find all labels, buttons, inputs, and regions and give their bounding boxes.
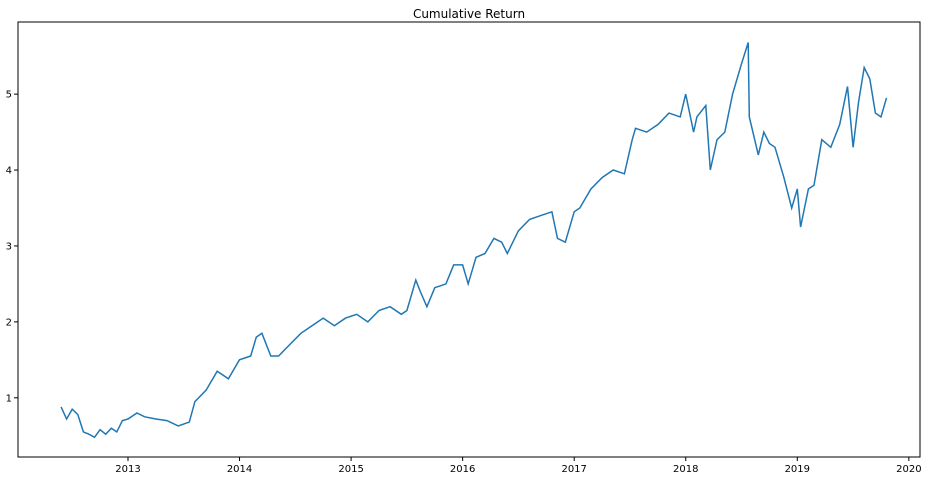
x-tick-label: 2014: [227, 464, 252, 475]
y-tick-label: 5: [6, 90, 12, 101]
data-line: [60, 42, 888, 439]
x-tick-label: 2020: [896, 464, 921, 475]
x-tick-label: 2013: [115, 464, 140, 475]
y-tick-label: 3: [6, 241, 12, 252]
x-tick-label: 2019: [785, 464, 810, 475]
y-tick-label: 1: [6, 393, 12, 404]
y-tick-label: 2: [6, 317, 12, 328]
x-tick-label: 2017: [561, 464, 586, 475]
x-tick-label: 2016: [450, 464, 475, 475]
x-tick-label: 2018: [673, 464, 698, 475]
x-tick-label: 2015: [338, 464, 363, 475]
y-tick-label: 4: [6, 166, 12, 177]
chart-title: Cumulative Return: [413, 7, 525, 21]
plot-frame: [17, 21, 921, 458]
